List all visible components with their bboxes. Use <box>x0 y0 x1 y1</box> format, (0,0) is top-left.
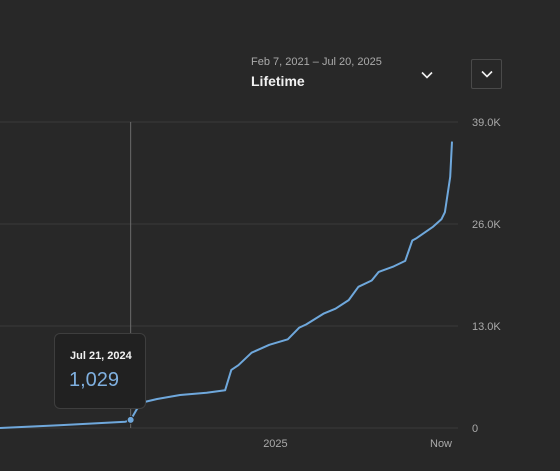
date-range-label: Lifetime <box>251 73 305 89</box>
y-tick-label: 39.0K <box>472 117 501 129</box>
highlight-point <box>126 415 135 424</box>
x-tick-label: 2025 <box>263 438 287 450</box>
y-tick-label: 0 <box>472 423 478 435</box>
chevron-down-icon <box>480 70 493 78</box>
date-range-dropdown[interactable] <box>416 64 438 86</box>
tooltip-value: 1,029 <box>69 369 120 391</box>
chevron-down-icon <box>421 71 433 79</box>
date-range-selector[interactable]: Feb 7, 2021 – Jul 20, 2025 Lifetime <box>251 56 451 96</box>
series-line <box>0 141 453 429</box>
x-tick-label: Now <box>430 438 452 450</box>
tooltip-date: Jul 21, 2024 <box>70 350 132 362</box>
y-tick-label: 26.0K <box>472 219 501 231</box>
y-tick-label: 13.0K <box>472 321 501 333</box>
chart-options-button[interactable] <box>471 59 502 89</box>
date-range-dates: Feb 7, 2021 – Jul 20, 2025 <box>251 56 382 68</box>
hover-tooltip: Jul 21, 2024 1,029 <box>54 333 146 409</box>
